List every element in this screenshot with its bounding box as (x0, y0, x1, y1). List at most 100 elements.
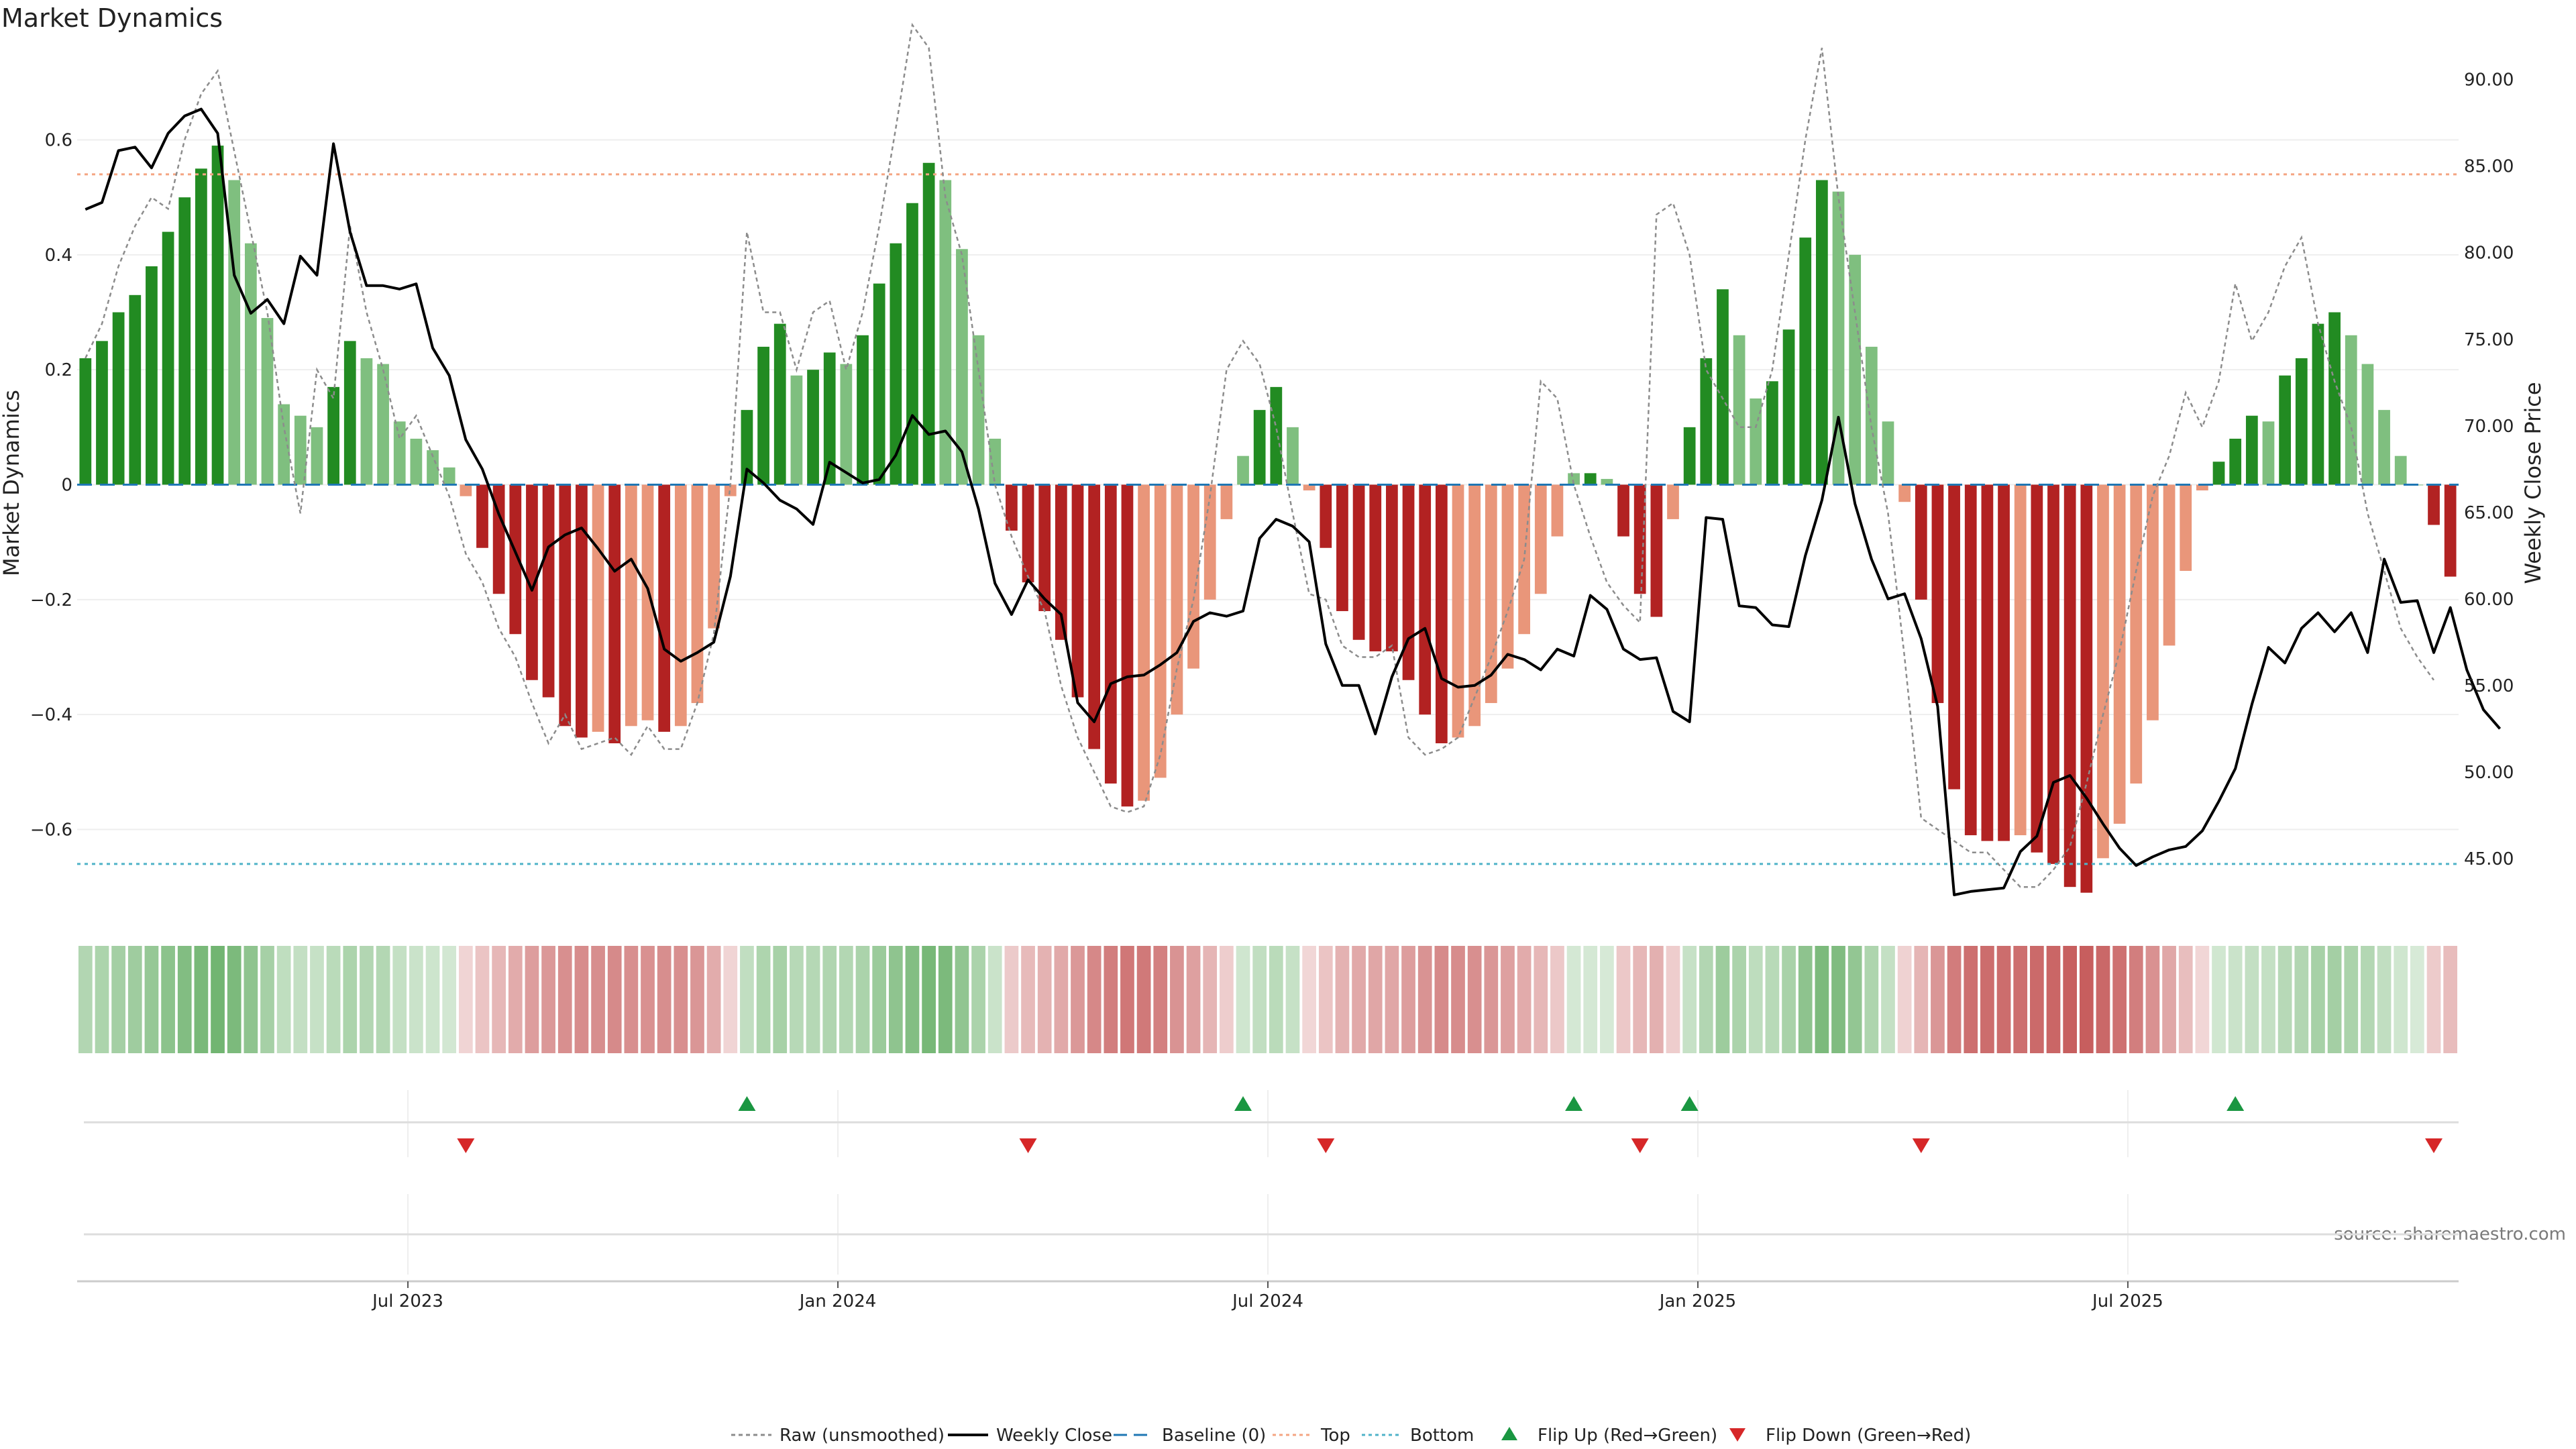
heat-cell (1401, 946, 1415, 1053)
momentum-bar (1419, 484, 1432, 715)
heat-cell (360, 946, 374, 1053)
momentum-bar (1022, 484, 1034, 583)
series-lines (85, 23, 2502, 896)
momentum-bar (873, 283, 885, 485)
heat-cell (1335, 946, 1350, 1053)
x-tick-label: Jan 2025 (1658, 1291, 1737, 1311)
momentum-bar (890, 243, 902, 485)
momentum-bar (674, 484, 687, 727)
heat-cell (1252, 946, 1267, 1053)
momentum-bar (476, 484, 488, 548)
y-left-tick-label: −0.2 (30, 590, 72, 610)
heat-cell (1054, 946, 1069, 1053)
heat-cell (2344, 946, 2359, 1053)
momentum-bar (2130, 484, 2143, 784)
momentum-bar (1750, 398, 1762, 485)
heat-cell (790, 946, 804, 1053)
momentum-bar (112, 312, 125, 485)
heat-cell (1220, 946, 1234, 1053)
legend: Raw (unsmoothed) Weekly Close Baseline (0)… (731, 1426, 1971, 1446)
heat-cell (2096, 946, 2110, 1053)
heat-cell (1352, 946, 1366, 1053)
momentum-bar (2212, 462, 2225, 485)
heat-cell (409, 946, 423, 1053)
heat-cell (2145, 946, 2160, 1053)
x-axis: Jul 2023 Jan 2024 Jul 2024 Jan 2025 Jul 2025 (77, 1280, 2459, 1311)
momentum-heat-strip (78, 946, 2458, 1053)
momentum-bar (2113, 484, 2126, 824)
momentum-bar (658, 484, 671, 732)
momentum-bar (1220, 484, 1233, 519)
momentum-bar (1998, 484, 2010, 841)
flip-up-marker (2226, 1096, 2245, 1111)
momentum-bar (641, 484, 654, 720)
heat-cell (1765, 946, 1780, 1053)
momentum-bar (178, 197, 191, 485)
momentum-bar (410, 438, 423, 485)
momentum-bar (1782, 329, 1795, 485)
heat-cell (1534, 946, 1548, 1053)
heat-cell (1104, 946, 1118, 1053)
heat-cell (922, 946, 936, 1053)
heat-cell (2063, 946, 2078, 1053)
heat-cell (1798, 946, 1813, 1053)
momentum-bar (2047, 484, 2059, 864)
momentum-bar (2312, 323, 2324, 485)
momentum-bar (2279, 375, 2292, 485)
momentum-bar (1981, 484, 1994, 841)
y-right-tick-label: 60.00 (2464, 590, 2514, 610)
flip-up-marker (1680, 1096, 1699, 1111)
heat-cell (2426, 946, 2441, 1053)
momentum-bar (2014, 484, 2027, 836)
heat-cell (1385, 946, 1399, 1053)
momentum-bar (96, 341, 108, 485)
heat-cell (2443, 946, 2458, 1053)
momentum-bar (1832, 191, 1845, 485)
heat-cell (806, 946, 820, 1053)
momentum-bar (2444, 484, 2457, 577)
heat-cell (1285, 946, 1300, 1053)
legend-label-raw: Raw (unsmoothed) (780, 1426, 945, 1446)
legend-label-top: Top (1320, 1426, 1350, 1446)
heat-cell (1071, 946, 1085, 1053)
heat-cell (1467, 946, 1482, 1053)
momentum-bar (2262, 421, 2275, 485)
momentum-bar (129, 294, 142, 485)
momentum-bar (989, 438, 1002, 485)
momentum-bar (1849, 254, 1862, 485)
momentum-bar (1733, 335, 1746, 485)
heat-cell (2162, 946, 2176, 1053)
heat-cell (2112, 946, 2127, 1053)
momentum-bar (1452, 484, 1464, 738)
heat-cell (2410, 946, 2424, 1053)
reference-lines (77, 173, 2459, 865)
heat-cell (2261, 946, 2275, 1053)
momentum-bar (1485, 484, 1497, 704)
heat-cell (1136, 946, 1151, 1053)
heat-cell (1434, 946, 1449, 1053)
heat-cell (723, 946, 738, 1053)
heat-cell (1682, 946, 1697, 1053)
momentum-bar (691, 484, 704, 704)
y-right-tick-label: 65.00 (2464, 503, 2514, 523)
x-tick-label: Jul 2023 (371, 1291, 443, 1311)
momentum-bar (1287, 427, 1299, 485)
momentum-bar (1171, 484, 1183, 715)
momentum-bar (1898, 484, 1911, 502)
momentum-bar (244, 243, 257, 485)
y-right-tick-label: 45.00 (2464, 849, 2514, 869)
heat-cell (326, 946, 341, 1053)
y-axis-label-left: Market Dynamics (0, 390, 24, 576)
flip-up-marker (1565, 1096, 1583, 1111)
heat-cell (2129, 946, 2143, 1053)
momentum-bar (922, 162, 935, 485)
momentum-bar (2080, 484, 2093, 893)
momentum-bar (443, 467, 455, 485)
legend-flip-down-swatch (1729, 1428, 1746, 1442)
heat-cell (1748, 946, 1763, 1053)
heat-cell (1914, 946, 1929, 1053)
heat-cell (1931, 946, 1945, 1053)
y-axis-right-ticks: 90.00 85.00 80.00 75.00 70.00 65.00 60.00 55.00… (2464, 70, 2514, 869)
heat-cell (2294, 946, 2309, 1053)
y-right-tick-label: 70.00 (2464, 417, 2514, 437)
